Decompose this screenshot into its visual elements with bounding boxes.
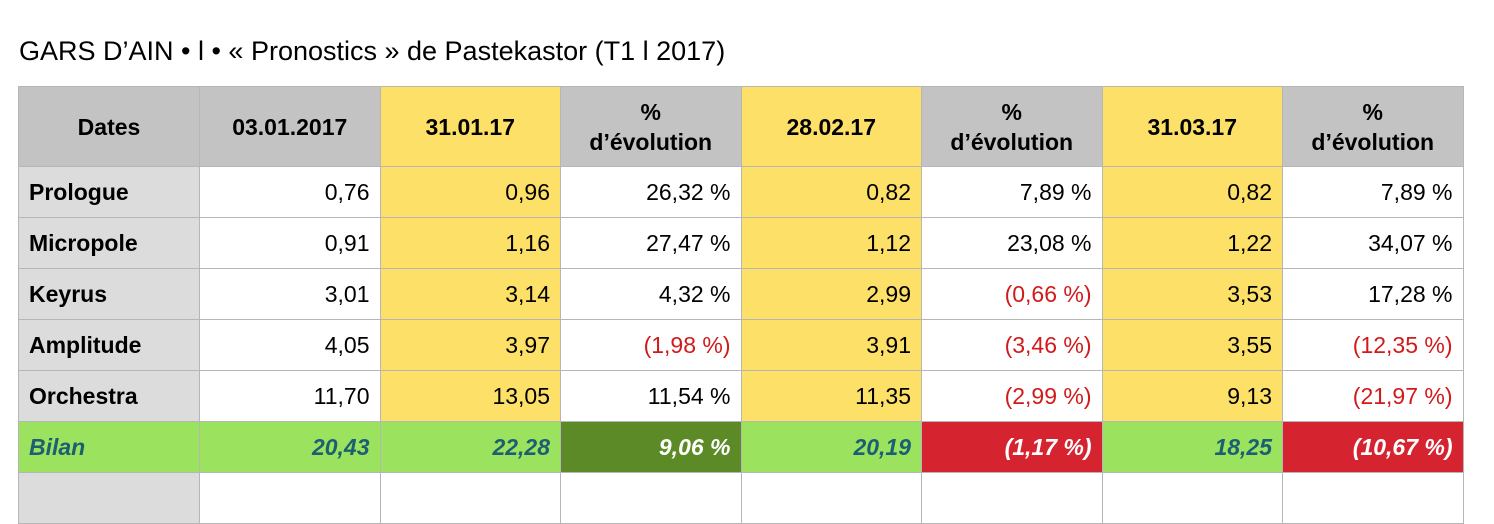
cell-evolution: (0,66 %)	[921, 268, 1103, 320]
header-evolution-3: % d’évolution	[1282, 86, 1464, 167]
header-date-3: 31.03.17	[1101, 86, 1283, 167]
cell-value: 11,70	[199, 370, 381, 422]
cell-value: 3,97	[379, 319, 561, 371]
empty-cell	[1282, 472, 1464, 524]
bilan-evolution: (1,17 %)	[921, 421, 1103, 473]
cell-evolution: (2,99 %)	[921, 370, 1103, 422]
row-label: Micropole	[18, 217, 200, 269]
cell-evolution: 23,08 %	[921, 217, 1103, 269]
cell-evolution: 7,89 %	[921, 166, 1103, 218]
row-label: Amplitude	[18, 319, 200, 371]
cell-value: 13,05	[379, 370, 561, 422]
cell-evolution: 27,47 %	[560, 217, 742, 269]
cell-evolution: 34,07 %	[1282, 217, 1464, 269]
bilan-value: 18,25	[1101, 421, 1283, 473]
cell-value: 0,96	[379, 166, 561, 218]
cell-value: 2,99	[740, 268, 922, 320]
bilan-row: Bilan 20,43 22,28 9,06 % 20,19 (1,17 %) …	[18, 421, 1464, 473]
cell-value: 11,35	[740, 370, 922, 422]
cell-value: 0,76	[199, 166, 381, 218]
empty-cell	[199, 472, 381, 524]
page-title: GARS D’AIN • l • « Pronostics » de Paste…	[19, 36, 726, 66]
cell-evolution: 11,54 %	[560, 370, 742, 422]
header-evolution-1: % d’évolution	[560, 86, 742, 167]
table-row: Prologue 0,76 0,96 26,32 % 0,82 7,89 % 0…	[18, 166, 1464, 218]
empty-cell	[560, 472, 742, 524]
cell-value: 3,14	[379, 268, 561, 320]
cell-value: 0,82	[1101, 166, 1283, 218]
cell-value: 1,22	[1101, 217, 1283, 269]
empty-cell	[921, 472, 1103, 524]
cell-value: 3,53	[1101, 268, 1283, 320]
header-dates: Dates	[18, 86, 200, 167]
cell-value: 9,13	[1101, 370, 1283, 422]
cell-evolution: (1,98 %)	[560, 319, 742, 371]
bilan-label: Bilan	[18, 421, 200, 473]
empty-cell	[1101, 472, 1283, 524]
row-label: Keyrus	[18, 268, 200, 320]
cell-evolution: (21,97 %)	[1282, 370, 1464, 422]
header-date-1: 31.01.17	[379, 86, 561, 167]
table-row: Keyrus 3,01 3,14 4,32 % 2,99 (0,66 %) 3,…	[18, 268, 1464, 320]
row-label: Orchestra	[18, 370, 200, 422]
bilan-evolution: 9,06 %	[560, 421, 742, 473]
table-row: Micropole 0,91 1,16 27,47 % 1,12 23,08 %…	[18, 217, 1464, 269]
bilan-value: 20,19	[740, 421, 922, 473]
cell-evolution: 17,28 %	[1282, 268, 1464, 320]
cell-value: 3,01	[199, 268, 381, 320]
cell-value: 1,12	[740, 217, 922, 269]
bilan-evolution: (10,67 %)	[1282, 421, 1464, 473]
cell-value: 0,82	[740, 166, 922, 218]
cell-evolution: (3,46 %)	[921, 319, 1103, 371]
cell-evolution: 26,32 %	[560, 166, 742, 218]
forecast-table: Dates 03.01.2017 31.01.17 % d’évolution 2…	[18, 86, 1464, 524]
cell-evolution: (12,35 %)	[1282, 319, 1464, 371]
empty-row	[18, 472, 1464, 524]
cell-value: 3,91	[740, 319, 922, 371]
bilan-value: 22,28	[379, 421, 561, 473]
empty-cell	[740, 472, 922, 524]
header-date-0: 03.01.2017	[199, 86, 381, 167]
empty-cell	[379, 472, 561, 524]
row-label: Prologue	[18, 166, 200, 218]
cell-value: 1,16	[379, 217, 561, 269]
empty-cell	[18, 472, 200, 524]
cell-evolution: 7,89 %	[1282, 166, 1464, 218]
header-evolution-2: % d’évolution	[921, 86, 1103, 167]
header-date-2: 28.02.17	[740, 86, 922, 167]
header-row: Dates 03.01.2017 31.01.17 % d’évolution 2…	[18, 86, 1464, 167]
cell-value: 4,05	[199, 319, 381, 371]
cell-value: 3,55	[1101, 319, 1283, 371]
table-row: Orchestra 11,70 13,05 11,54 % 11,35 (2,9…	[18, 370, 1464, 422]
cell-value: 0,91	[199, 217, 381, 269]
table-row: Amplitude 4,05 3,97 (1,98 %) 3,91 (3,46 …	[18, 319, 1464, 371]
bilan-value: 20,43	[199, 421, 381, 473]
cell-evolution: 4,32 %	[560, 268, 742, 320]
